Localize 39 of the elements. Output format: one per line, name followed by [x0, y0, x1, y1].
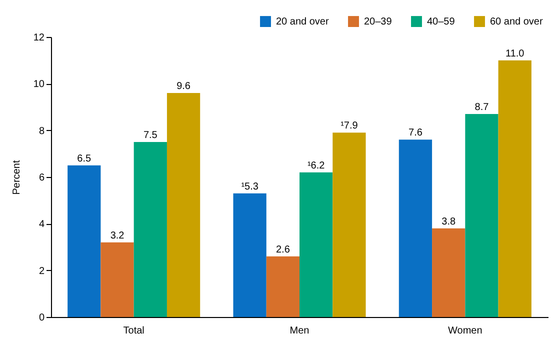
y-tick-label: 10 — [33, 79, 45, 90]
bar — [100, 242, 134, 317]
y-tick-label: 2 — [38, 266, 45, 277]
y-tick-label: 12 — [33, 32, 45, 44]
bar — [166, 93, 200, 317]
data-label: 8.7 — [474, 102, 490, 113]
data-label: 3.8 — [442, 216, 456, 228]
data-label: 6.5 — [77, 153, 92, 164]
legend-label: 60 and over — [490, 16, 544, 28]
bar — [68, 165, 101, 317]
y-tick-label: 6 — [38, 172, 45, 184]
bar — [432, 228, 466, 317]
y-tick-label: 8 — [38, 126, 45, 137]
legend-label: 40–59 — [427, 16, 456, 28]
bar — [300, 172, 333, 317]
bar — [332, 132, 366, 317]
data-label: 11.0 — [506, 48, 525, 60]
x-tick-label: Women — [448, 326, 482, 336]
data-label: 7.6 — [408, 128, 423, 139]
y-axis-title: Percent — [11, 160, 22, 195]
bar — [465, 114, 498, 317]
bar — [398, 140, 432, 317]
y-tick-label: 4 — [38, 219, 45, 230]
bar — [233, 193, 266, 317]
legend-label: 20–39 — [364, 16, 392, 28]
data-label: ¹6.2 — [307, 160, 326, 172]
data-label: ¹5.3 — [241, 181, 259, 192]
x-tick-label: Men — [290, 326, 310, 336]
data-label: 7.5 — [143, 130, 158, 141]
data-label: 9.6 — [176, 81, 191, 92]
legend-label: 20 and over — [276, 16, 330, 28]
data-label: ¹7.9 — [340, 120, 358, 132]
bar — [266, 256, 300, 317]
data-label: 3.2 — [110, 230, 125, 242]
x-tick-label: Total — [123, 326, 144, 336]
data-label: 2.6 — [276, 244, 290, 256]
bar — [498, 60, 532, 317]
y-tick-label: 0 — [38, 312, 45, 324]
bar — [134, 142, 167, 317]
